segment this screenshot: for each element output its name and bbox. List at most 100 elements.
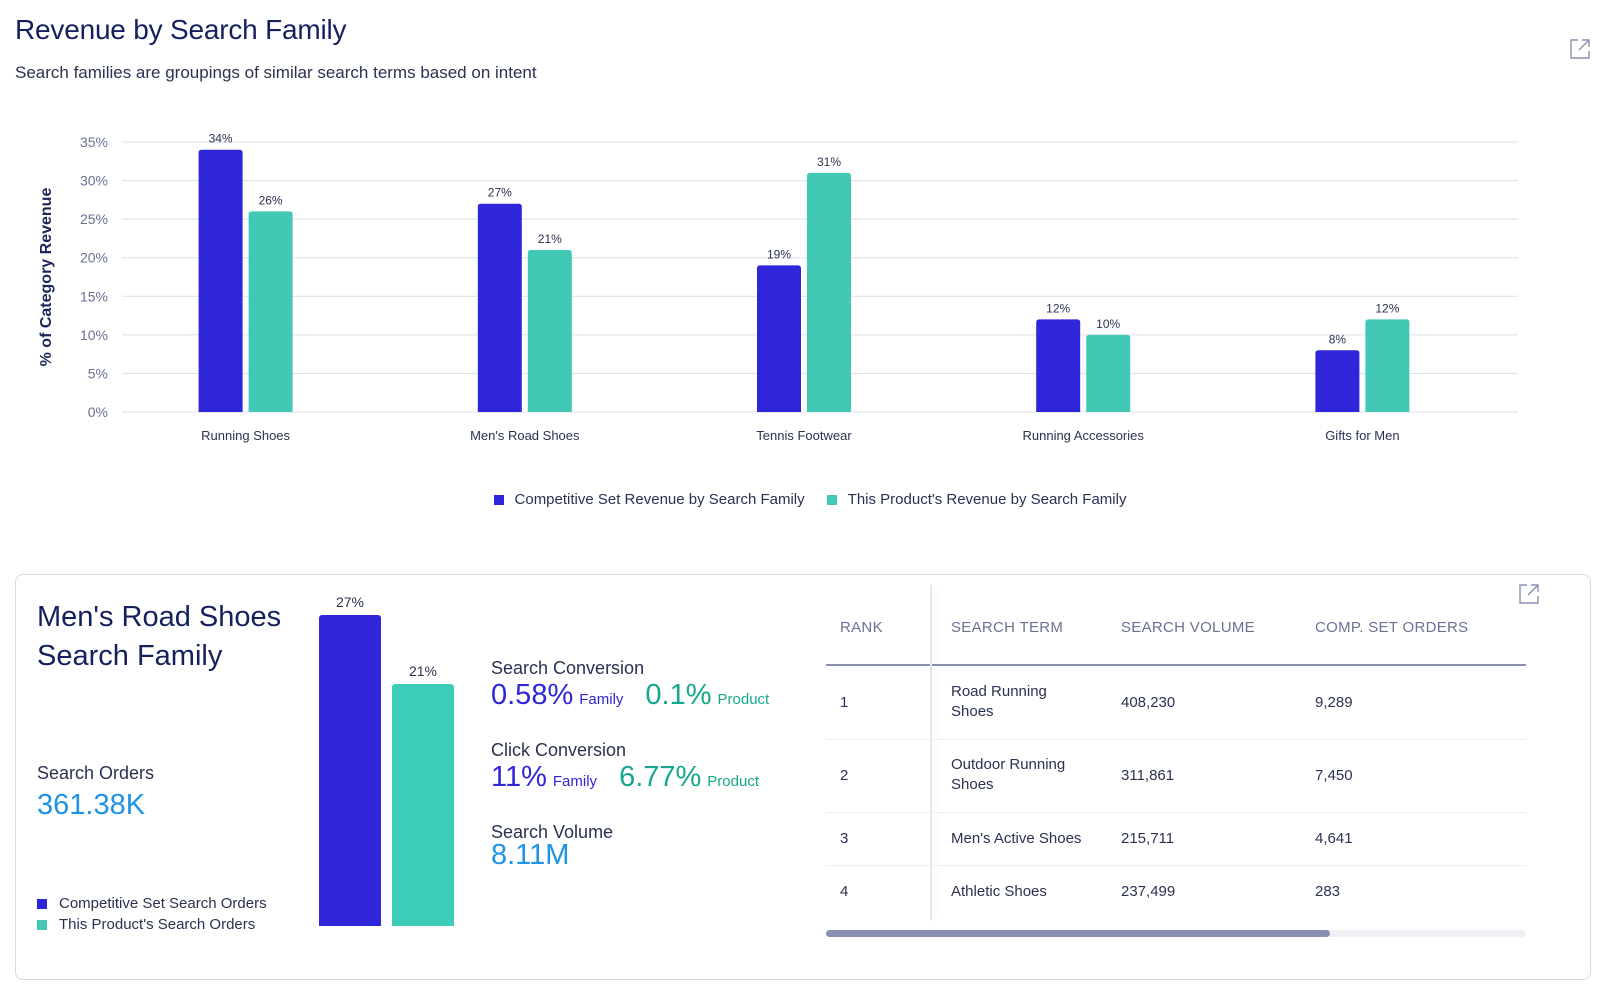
click-conversion-values: 11% Family 6.77% Product — [491, 761, 759, 794]
click-conversion-family-value: 11% — [491, 761, 547, 793]
bar-product — [807, 172, 851, 412]
legend-swatch-product — [826, 494, 837, 505]
cell-comp-set-orders: 9,289 — [1315, 694, 1353, 711]
cell-search-volume: 408,230 — [1121, 694, 1176, 711]
cell-rank: 2 — [840, 767, 849, 784]
search-family-card: Men's Road Shoes Search Family Search Or… — [15, 574, 1591, 980]
external-link-icon[interactable] — [1518, 583, 1540, 605]
y-tick-label: 5% — [88, 365, 108, 381]
search-terms-table: RANK SEARCH TERM SEARCH VOLUME COMP. SET… — [826, 585, 1526, 925]
revenue-bar-chart: 0% 5% 10% 15% 20% 25% 30% 35% % of Category Reve… — [38, 132, 1518, 443]
table-row[interactable]: 4 Athletic Shoes 237,499 283 — [826, 866, 1526, 919]
y-tick-label: 30% — [80, 173, 108, 189]
page-subtitle: Search families are groupings of similar… — [15, 63, 537, 82]
card-legend-item-competitive: Competitive Set Search Orders — [37, 895, 267, 912]
legend-label-competitive: Competitive Set Revenue by Search Family — [514, 491, 805, 508]
search-volume-label: Search Volume — [491, 822, 614, 842]
table-row[interactable]: 2 Outdoor Running Shoes 311,861 7,450 — [826, 740, 1526, 813]
cell-search-volume: 215,711 — [1121, 830, 1175, 847]
click-conversion-label: Click Conversion — [491, 740, 627, 760]
bar-data-label: 27% — [488, 186, 512, 200]
search-conversion-values: 0.58% Family 0.1% Product — [491, 679, 769, 712]
bar-data-label: 19% — [767, 247, 791, 261]
cell-rank: 1 — [840, 694, 849, 711]
bar-product — [248, 211, 293, 412]
bar-competitive — [1315, 350, 1360, 412]
card-legend-swatch-product — [37, 919, 47, 930]
click-conversion-product-value: 6.77% — [619, 761, 702, 793]
bar-data-label: 21% — [538, 232, 562, 246]
y-axis-label: % of Category Revenue — [38, 188, 55, 367]
cell-comp-set-orders: 7,450 — [1315, 767, 1353, 784]
column-header-search-volume[interactable]: SEARCH VOLUME — [1121, 619, 1255, 636]
table-row[interactable]: 3 Men's Active Shoes 215,711 4,641 — [826, 813, 1526, 866]
bar-data-label: 12% — [1046, 301, 1070, 315]
cell-search-term: Road Running Shoes — [951, 683, 1047, 720]
bar-competitive — [1036, 319, 1081, 412]
x-tick-label: Gifts for Men — [1325, 428, 1399, 443]
bar-product — [1086, 334, 1131, 412]
y-tick-label: 25% — [80, 211, 108, 227]
search-volume-value: 8.11M — [491, 839, 570, 871]
search-orders-label: Search Orders — [37, 763, 155, 783]
search-conversion-product-value: 0.1% — [645, 679, 712, 711]
bar-data-label: 8% — [1329, 332, 1347, 346]
mini-bar-competitive — [319, 615, 381, 926]
legend-swatch-competitive — [493, 494, 504, 505]
column-header-search-term[interactable]: SEARCH TERM — [951, 619, 1064, 636]
mini-bar-product — [392, 684, 454, 926]
column-header-rank[interactable]: RANK — [840, 619, 883, 636]
table-row[interactable]: 1 Road Running Shoes 408,230 9,289 — [826, 666, 1526, 740]
card-legend-label-product: This Product's Search Orders — [59, 916, 256, 933]
bar-product — [527, 250, 572, 412]
legend-item-product[interactable]: This Product's Revenue by Search Family — [826, 491, 1127, 508]
x-tick-label: Running Accessories — [1022, 428, 1144, 443]
cell-search-term: Athletic Shoes — [951, 883, 1047, 900]
external-link-icon[interactable] — [1569, 38, 1591, 60]
x-tick-label: Men's Road Shoes — [470, 428, 580, 443]
mini-bar-label-product: 21% — [408, 663, 438, 680]
bar-competitive — [198, 149, 243, 412]
search-orders-value: 361.38K — [37, 789, 146, 821]
card-legend-label-competitive: Competitive Set Search Orders — [59, 895, 267, 912]
search-conversion-family-value: 0.58% — [491, 679, 574, 711]
search-conversion-family-tag: Family — [579, 691, 624, 708]
family-title: Men's Road Shoes Search Family — [37, 601, 282, 672]
legend-item-competitive[interactable]: Competitive Set Revenue by Search Family — [493, 491, 805, 508]
bar-data-label: 26% — [259, 193, 283, 207]
scrollbar-thumb[interactable] — [826, 930, 1330, 937]
search-conversion-product-tag: Product — [717, 691, 770, 708]
bar-product — [1365, 319, 1410, 412]
mini-bar-label-competitive: 27% — [335, 594, 365, 610]
cell-search-volume: 237,499 — [1121, 883, 1176, 900]
cell-rank: 3 — [840, 830, 849, 847]
cell-rank: 4 — [840, 883, 849, 900]
card-legend-swatch-competitive — [37, 898, 47, 909]
bar-data-label: 34% — [209, 132, 233, 146]
y-tick-label: 0% — [88, 404, 108, 420]
bar-competitive — [477, 203, 522, 412]
search-conversion-label: Search Conversion — [491, 658, 645, 678]
column-header-comp-set-orders[interactable]: COMP. SET ORDERS — [1315, 619, 1469, 636]
cell-comp-set-orders: 4,641 — [1315, 830, 1353, 847]
x-tick-label: Tennis Footwear — [756, 428, 852, 443]
card-legend: Competitive Set Search Orders This Produ… — [37, 895, 267, 937]
cell-comp-set-orders: 283 — [1315, 883, 1341, 900]
legend-label-product: This Product's Revenue by Search Family — [847, 491, 1127, 508]
cell-search-term: Outdoor Running Shoes — [951, 756, 1066, 793]
y-tick-label: 35% — [80, 134, 108, 150]
table-column-divider — [930, 585, 932, 920]
bar-competitive — [757, 265, 801, 412]
x-tick-label: Running Shoes — [201, 428, 290, 443]
table-horizontal-scrollbar[interactable] — [826, 930, 1526, 937]
click-conversion-family-tag: Family — [552, 773, 598, 790]
y-tick-label: 10% — [80, 327, 108, 343]
click-conversion-product-tag: Product — [707, 773, 759, 790]
y-tick-label: 15% — [80, 288, 108, 304]
y-tick-label: 20% — [80, 250, 108, 266]
cell-search-term: Men's Active Shoes — [951, 830, 1082, 847]
cell-search-volume: 311,861 — [1121, 767, 1175, 784]
page-title: Revenue by Search Family — [15, 14, 347, 45]
bar-data-label: 10% — [1096, 317, 1120, 331]
table-header-divider — [826, 664, 1526, 666]
